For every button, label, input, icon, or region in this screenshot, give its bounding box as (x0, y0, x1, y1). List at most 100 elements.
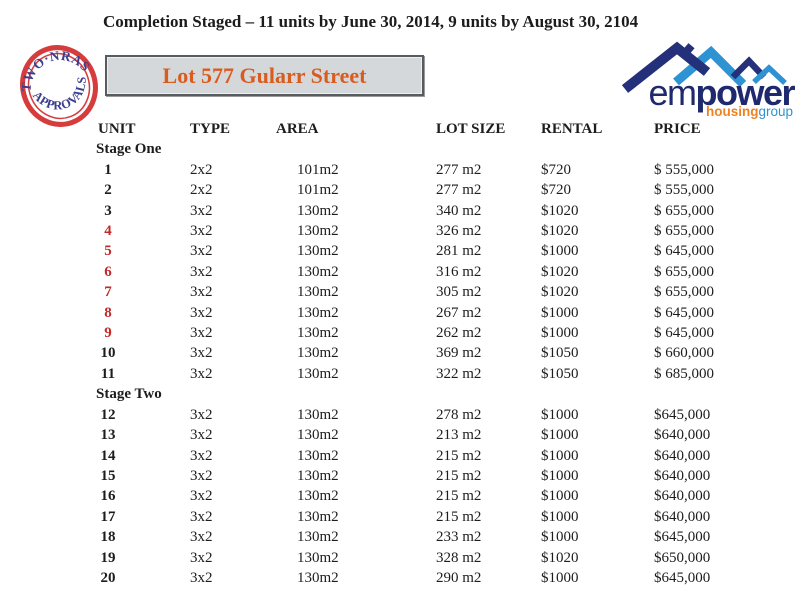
unit-lot-size: 262 m2 (436, 325, 482, 342)
unit-lot-size: 215 m2 (436, 488, 482, 505)
unit-area: 130m2 (297, 243, 339, 260)
unit-area: 130m2 (297, 447, 339, 464)
table-row: 17 3x2 130m2 215 m2 $1000 $640,000 (95, 507, 794, 527)
unit-price: $ 655,000 (654, 202, 714, 219)
unit-price: $ 655,000 (654, 223, 714, 240)
unit-lot-size: 340 m2 (436, 202, 482, 219)
unit-type: 2x2 (190, 182, 213, 199)
unit-type: 3x2 (190, 202, 213, 219)
col-header-rental: RENTAL (541, 121, 603, 137)
unit-price: $ 645,000 (654, 325, 714, 342)
page-title: Completion Staged – 11 units by June 30,… (103, 12, 639, 31)
unit-number: 2 (104, 182, 112, 199)
unit-lot-size: 215 m2 (436, 508, 482, 525)
table-row: 16 3x2 130m2 215 m2 $1000 $640,000 (95, 486, 794, 506)
unit-number: 9 (104, 325, 112, 342)
table-row: 8 3x2 130m2 267 m2 $1000 $ 645,000 (95, 303, 794, 323)
unit-area: 130m2 (297, 365, 339, 382)
unit-price: $640,000 (654, 467, 711, 484)
table-row: 9 3x2 130m2 262 m2 $1000 $ 645,000 (95, 323, 794, 343)
table-row: 2 2x2 101m2 277 m2 $720 $ 555,000 (95, 180, 794, 200)
unit-lot-size: 328 m2 (436, 549, 482, 566)
unit-lot-size: 369 m2 (436, 345, 482, 362)
unit-lot-size: 213 m2 (436, 427, 482, 444)
lot-title-box: Lot 577 Gularr Street (105, 55, 424, 96)
table-row: 15 3x2 130m2 215 m2 $1000 $640,000 (95, 466, 794, 486)
unit-rental: $1000 (541, 304, 579, 321)
unit-type: 3x2 (190, 325, 213, 342)
unit-area: 130m2 (297, 345, 339, 362)
unit-lot-size: 215 m2 (436, 447, 482, 464)
unit-rental: $1000 (541, 508, 579, 525)
unit-number: 19 (100, 549, 116, 566)
unit-type: 3x2 (190, 406, 213, 423)
unit-area: 130m2 (297, 467, 339, 484)
table-row: 20 3x2 130m2 290 m2 $1000 $645,000 (95, 568, 794, 588)
unit-number: 3 (104, 202, 112, 219)
unit-area: 130m2 (297, 549, 339, 566)
col-header-price: PRICE (654, 121, 701, 137)
stamp-inner-ring (27, 52, 91, 120)
lot-title: Lot 577 Gularr Street (162, 62, 367, 88)
stamp-outer-ring (19, 45, 99, 127)
unit-type: 3x2 (190, 365, 213, 382)
unit-price: $ 555,000 (654, 161, 714, 178)
logo-wordmark: empower (648, 72, 795, 113)
unit-number: 5 (104, 243, 112, 260)
unit-rental: $1050 (541, 345, 579, 362)
table-row: 13 3x2 130m2 213 m2 $1000 $640,000 (95, 425, 794, 445)
table-row: 14 3x2 130m2 215 m2 $1000 $640,000 (95, 446, 794, 466)
unit-type: 3x2 (190, 223, 213, 240)
unit-price: $ 655,000 (654, 263, 714, 280)
unit-price: $ 660,000 (654, 345, 714, 362)
unit-price: $ 555,000 (654, 182, 714, 199)
units-table: UNIT TYPE AREA LOT SIZE RENTAL PRICE Sta… (95, 119, 794, 588)
roofs-icon (621, 41, 787, 93)
unit-rental: $1000 (541, 569, 579, 586)
unit-number: 12 (100, 406, 116, 423)
unit-price: $ 645,000 (654, 243, 714, 260)
unit-area: 130m2 (297, 202, 339, 219)
unit-price: $640,000 (654, 447, 711, 464)
unit-type: 3x2 (190, 488, 213, 505)
unit-number: 11 (100, 365, 116, 382)
unit-rental: $1020 (541, 263, 579, 280)
unit-number: 15 (100, 467, 116, 484)
unit-number: 18 (100, 529, 116, 546)
unit-price: $640,000 (654, 427, 711, 444)
unit-type: 3x2 (190, 447, 213, 464)
unit-lot-size: 316 m2 (436, 263, 482, 280)
unit-area: 130m2 (297, 488, 339, 505)
unit-lot-size: 290 m2 (436, 569, 482, 586)
unit-area: 130m2 (297, 304, 339, 321)
table-row: 19 3x2 130m2 328 m2 $1020 $650,000 (95, 548, 794, 568)
unit-number: 10 (100, 345, 116, 362)
col-header-area: AREA (276, 121, 319, 137)
col-header-lot-size: LOT SIZE (436, 121, 506, 137)
unit-area: 130m2 (297, 263, 339, 280)
unit-rental: $1020 (541, 284, 579, 301)
unit-lot-size: 322 m2 (436, 365, 482, 382)
unit-price: $ 645,000 (654, 304, 714, 321)
unit-type: 3x2 (190, 345, 213, 362)
unit-rental: $1050 (541, 365, 579, 382)
unit-number: 13 (100, 427, 116, 444)
unit-price: $ 685,000 (654, 365, 714, 382)
unit-rental: $720 (541, 161, 571, 178)
unit-area: 130m2 (297, 529, 339, 546)
unit-rental: $1000 (541, 447, 579, 464)
unit-number: 6 (104, 263, 112, 280)
unit-number: 8 (104, 304, 112, 321)
unit-area: 130m2 (297, 569, 339, 586)
stage-label-row: Stage One (95, 139, 794, 159)
unit-price: $640,000 (654, 508, 711, 525)
unit-number: 4 (104, 223, 112, 240)
table-row: 18 3x2 130m2 233 m2 $1000 $645,000 (95, 527, 794, 547)
unit-type: 2x2 (190, 161, 213, 178)
unit-type: 3x2 (190, 529, 213, 546)
unit-price: $645,000 (654, 569, 711, 586)
unit-area: 101m2 (297, 182, 339, 199)
unit-lot-size: 281 m2 (436, 243, 482, 260)
table-row: 6 3x2 130m2 316 m2 $1020 $ 655,000 (95, 262, 794, 282)
table-header-row: UNIT TYPE AREA LOT SIZE RENTAL PRICE (95, 119, 794, 139)
